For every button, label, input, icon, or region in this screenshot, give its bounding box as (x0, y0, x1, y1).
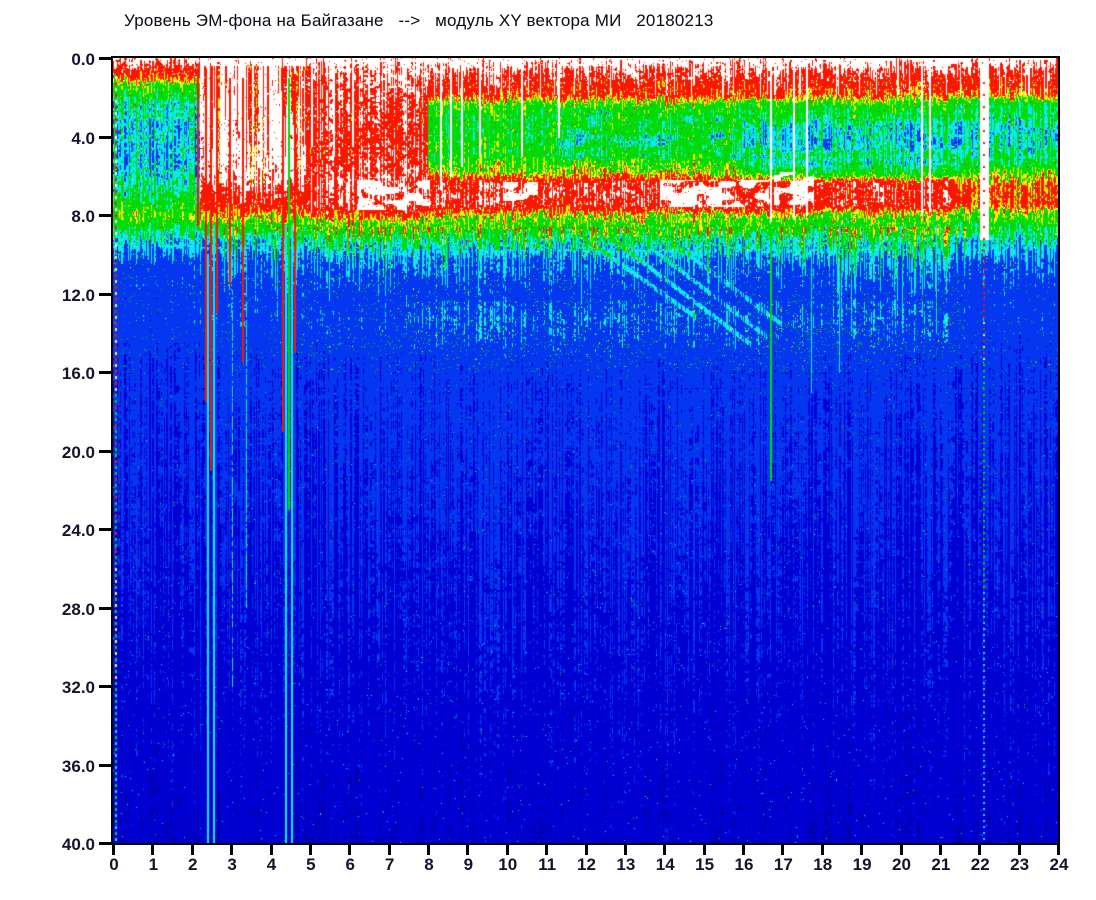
x-tick-mark (978, 845, 982, 855)
x-tick-mark (505, 845, 509, 855)
y-tick-mark (99, 371, 111, 374)
y-tick-mark (99, 763, 111, 767)
x-tick-label: 12 (577, 855, 596, 874)
y-tick-mark (99, 214, 111, 217)
x-tick-mark (781, 845, 785, 855)
x-tick-label: 8 (424, 855, 434, 874)
x-tick-label: 1 (148, 855, 159, 874)
x-tick-label: 7 (384, 855, 395, 874)
y-tick-label: 40.0 (61, 835, 95, 854)
x-tick-mark (1057, 845, 1060, 855)
x-tick-mark (702, 845, 706, 855)
x-tick-label: 3 (227, 855, 237, 874)
x-tick-mark (623, 845, 627, 855)
x-tick-mark (269, 845, 273, 855)
x-tick-mark (230, 845, 234, 855)
x-tick-mark (190, 845, 194, 855)
x-tick-label: 22 (970, 855, 990, 874)
y-tick-label: 4.0 (71, 128, 95, 148)
x-tick-label: 20 (892, 855, 911, 874)
y-tick-mark (99, 292, 111, 296)
y-tick-mark (99, 135, 111, 139)
x-tick-label: 14 (655, 855, 675, 874)
y-tick-mark (99, 685, 111, 688)
y-tick-label: 20.0 (61, 442, 95, 462)
y-tick-label: 28.0 (61, 599, 95, 619)
x-tick-label: 2 (188, 855, 198, 874)
x-tick-label: 24 (1049, 855, 1069, 874)
y-tick-label: 36.0 (61, 756, 95, 776)
x-tick-label: 21 (931, 855, 951, 874)
x-tick-mark (545, 845, 549, 855)
x-tick-mark (820, 845, 824, 855)
x-tick-label: 15 (695, 855, 715, 874)
x-tick-mark (387, 845, 391, 855)
y-tick-mark (99, 842, 111, 845)
x-tick-mark (112, 845, 115, 855)
x-tick-mark (860, 845, 864, 855)
x-tick-label: 18 (813, 855, 833, 874)
x-tick-mark (348, 845, 352, 855)
x-tick-label: 11 (538, 855, 557, 874)
x-tick-mark (938, 845, 942, 855)
x-tick-mark (308, 845, 312, 855)
x-tick-mark (151, 845, 155, 855)
y-tick-label: 12.0 (61, 285, 95, 305)
x-tick-mark (584, 845, 588, 855)
x-tick-mark (1017, 845, 1021, 855)
x-tick-label: 23 (1010, 855, 1030, 874)
x-tick-label: 16 (734, 855, 754, 874)
x-tick-mark (899, 845, 903, 855)
x-tick-label: 5 (306, 855, 316, 874)
x-tick-label: 19 (852, 855, 872, 874)
x-tick-label: 13 (616, 855, 636, 874)
y-tick-label: 0.0 (71, 50, 95, 69)
x-tick-label: 9 (463, 855, 474, 874)
x-tick-mark (742, 845, 745, 855)
y-tick-mark (99, 449, 111, 453)
x-tick-label: 0 (109, 855, 119, 874)
x-tick-mark (663, 845, 667, 855)
x-tick-mark (427, 845, 430, 855)
x-tick-label: 6 (345, 855, 355, 874)
y-tick-mark (99, 57, 111, 60)
spectrogram-canvas (113, 58, 1058, 843)
y-tick-mark (99, 528, 111, 531)
x-tick-label: 10 (498, 855, 518, 874)
x-tick-label: 17 (773, 855, 793, 874)
y-tick-label: 24.0 (61, 521, 95, 540)
x-tick-label: 4 (266, 855, 277, 874)
y-tick-mark (99, 606, 111, 610)
chart-title: Уровень ЭМ-фона на Байгазане --> модуль … (124, 11, 714, 30)
y-tick-label: 32.0 (61, 678, 95, 697)
x-tick-mark (466, 845, 470, 855)
y-tick-label: 16.0 (61, 364, 95, 383)
y-tick-label: 8.0 (71, 207, 95, 226)
